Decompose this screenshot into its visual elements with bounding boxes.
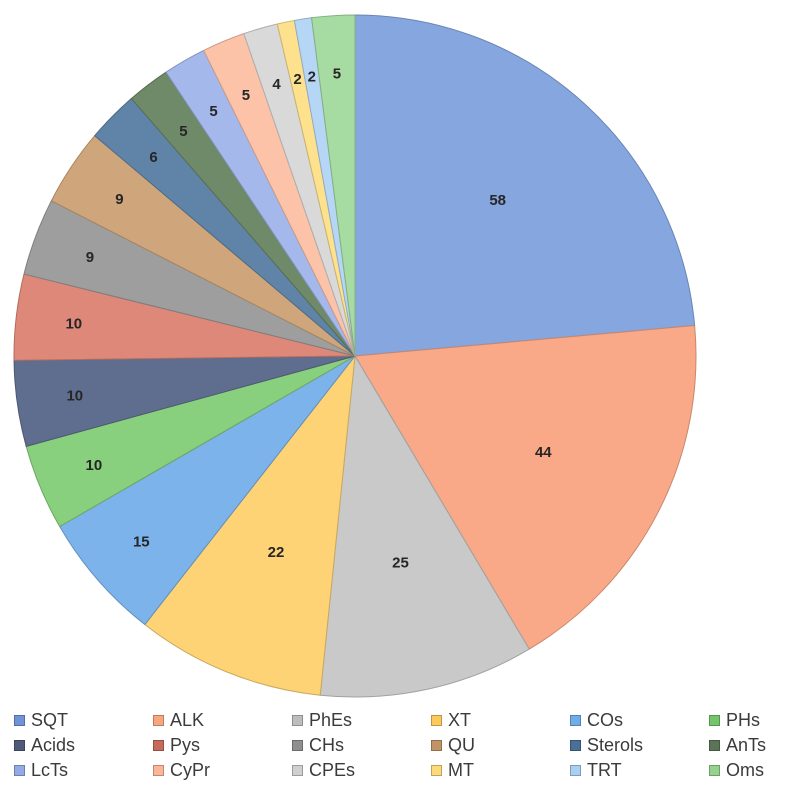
pie-slice-phes	[319, 354, 530, 698]
legend-swatch	[14, 715, 25, 726]
legend-label: CHs	[309, 735, 344, 755]
legend-swatch	[14, 765, 25, 776]
legend-swatch	[570, 715, 581, 726]
legend-label: XT	[448, 710, 472, 730]
legend-item-pys: Pys	[153, 733, 292, 758]
legend-swatch	[292, 765, 303, 776]
data-label-sqt: 58	[489, 192, 506, 209]
data-label-cypr: 5	[242, 87, 250, 104]
legend-label: Acids	[31, 735, 76, 755]
data-label-trt: 2	[308, 68, 316, 85]
data-label-acids: 10	[66, 388, 83, 405]
legend-label: ALK	[170, 710, 205, 730]
legend-item-cypr: CyPr	[153, 758, 292, 783]
data-label-lcts: 5	[209, 103, 217, 120]
legend-item-alk: ALK	[153, 708, 292, 733]
legend-label: Pys	[170, 735, 201, 755]
legend-swatch	[153, 715, 164, 726]
data-label-phes: 25	[392, 555, 409, 572]
pie-slice-lcts	[59, 355, 356, 626]
legend-item-sqt: SQT	[14, 708, 153, 733]
legend-label: MT	[448, 760, 474, 780]
legend-swatch	[431, 740, 442, 751]
legend-item-ants: AnTs	[709, 733, 792, 758]
data-label-lcts: 15	[133, 534, 150, 551]
data-label-xt: 22	[268, 544, 285, 561]
legend-swatch	[431, 715, 442, 726]
data-label-mt: 2	[293, 71, 301, 88]
data-label-pys: 10	[65, 316, 82, 333]
legend-label: CyPr	[170, 760, 210, 780]
legend-swatch	[153, 740, 164, 751]
legend-item-acids: Acids	[14, 733, 153, 758]
legend-swatch	[292, 740, 303, 751]
legend-item-phes: PhEs	[292, 708, 431, 733]
legend-label: CPEs	[309, 760, 356, 780]
legend-label: TRT	[587, 760, 622, 780]
legend-item-xt: XT	[431, 708, 570, 733]
legend-item-sterols: Sterols	[570, 733, 709, 758]
data-label-qu: 9	[115, 191, 123, 208]
legend: SQT ALK PhEs XT COs PHs Acids Pys CHs QU Sterols An…	[14, 708, 784, 790]
legend-swatch	[153, 765, 164, 776]
data-label-phs: 10	[86, 457, 103, 474]
pie-slice-oms	[311, 14, 356, 357]
legend-swatch	[570, 740, 581, 751]
data-label-cpes: 4	[272, 76, 281, 93]
legend-swatch	[709, 740, 720, 751]
legend-label: PHs	[726, 710, 761, 730]
legend-swatch	[14, 740, 25, 751]
legend-label: Sterols	[587, 735, 644, 755]
pie-slice-xt	[144, 354, 356, 696]
legend-item-mt: MT	[431, 758, 570, 783]
legend-swatch	[709, 765, 720, 776]
legend-item-cos: COs	[570, 708, 709, 733]
pie-slice-sqt	[354, 14, 696, 357]
legend-label: COs	[587, 710, 623, 730]
legend-label: LcTs	[31, 760, 69, 780]
legend-item-trt: TRT	[570, 758, 709, 783]
data-label-alk: 44	[535, 444, 552, 461]
legend-swatch	[292, 715, 303, 726]
data-label-oms: 5	[333, 66, 341, 83]
pie-slice-alk	[354, 325, 697, 650]
legend-swatch	[570, 765, 581, 776]
legend-label: Oms	[726, 760, 764, 780]
data-label-ants: 5	[179, 123, 187, 140]
legend-label: SQT	[31, 710, 69, 730]
legend-label: PhEs	[309, 710, 353, 730]
legend-item-qu: QU	[431, 733, 570, 758]
legend-label: AnTs	[726, 735, 767, 755]
legend-item-oms: Oms	[709, 758, 792, 783]
legend-item-cpes: CPEs	[292, 758, 431, 783]
legend-swatch	[431, 765, 442, 776]
data-label-chs: 9	[86, 249, 94, 266]
legend-swatch	[709, 715, 720, 726]
legend-item-phs: PHs	[709, 708, 792, 733]
data-label-sterols: 6	[149, 149, 157, 166]
legend-item-chs: CHs	[292, 733, 431, 758]
legend-item-lcts: LcTs	[14, 758, 153, 783]
legend-label: QU	[448, 735, 475, 755]
